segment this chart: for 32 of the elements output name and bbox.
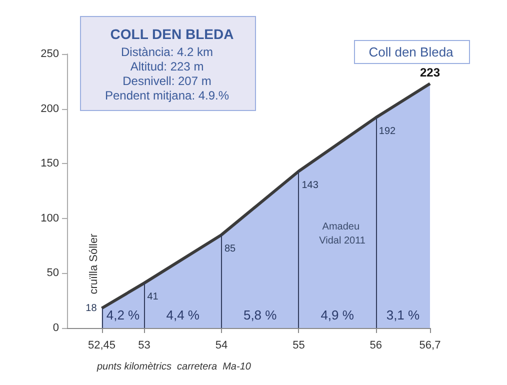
annotation: Altitud: 223 m: [130, 60, 204, 74]
y-tick-label: 0: [52, 322, 59, 334]
x-tick-label: 54: [215, 340, 228, 352]
annotation: Distància: 4.2 km: [120, 45, 214, 59]
data-label: 18: [86, 302, 98, 314]
chart-title: COLL DEN BLEDA: [110, 26, 234, 42]
x-tick-label: 56: [370, 340, 382, 352]
annotation: 3,1 %: [386, 308, 420, 322]
x-tick-label: 55: [292, 340, 305, 352]
annotation: Desnivell: 207 m: [122, 74, 212, 88]
y-tick-label: 50: [46, 267, 59, 280]
annotation: Amadeu Vidal 2011: [319, 222, 366, 246]
data-label: 223: [420, 66, 440, 80]
ref-line-label: cruïlla Sóller: [88, 233, 100, 294]
data-label: 143: [302, 180, 319, 191]
y-tick-label: 200: [40, 102, 59, 115]
y-tick-label: 250: [40, 48, 59, 60]
annotation: 4,2 %: [106, 308, 140, 322]
x-axis-title: punts kilomètrics carretera Ma-10: [96, 362, 252, 372]
annotation: 5,8 %: [243, 308, 278, 322]
annotation: 4,9 %: [320, 308, 354, 322]
data-label: 41: [147, 292, 159, 303]
annotation: Coll den Bleda: [368, 44, 454, 60]
data-label: 192: [378, 126, 396, 138]
annotation: 4,4 %: [166, 308, 200, 322]
x-tick-label: 56,7: [419, 340, 441, 352]
x-tick-label: 52,45: [88, 340, 116, 352]
data-label: 85: [224, 243, 236, 254]
y-tick-label: 150: [40, 158, 59, 170]
annotation: Pendent mitjana: 4.9.%: [104, 88, 230, 102]
y-tick-label: 100: [40, 212, 59, 224]
x-tick-label: 53: [138, 340, 150, 352]
